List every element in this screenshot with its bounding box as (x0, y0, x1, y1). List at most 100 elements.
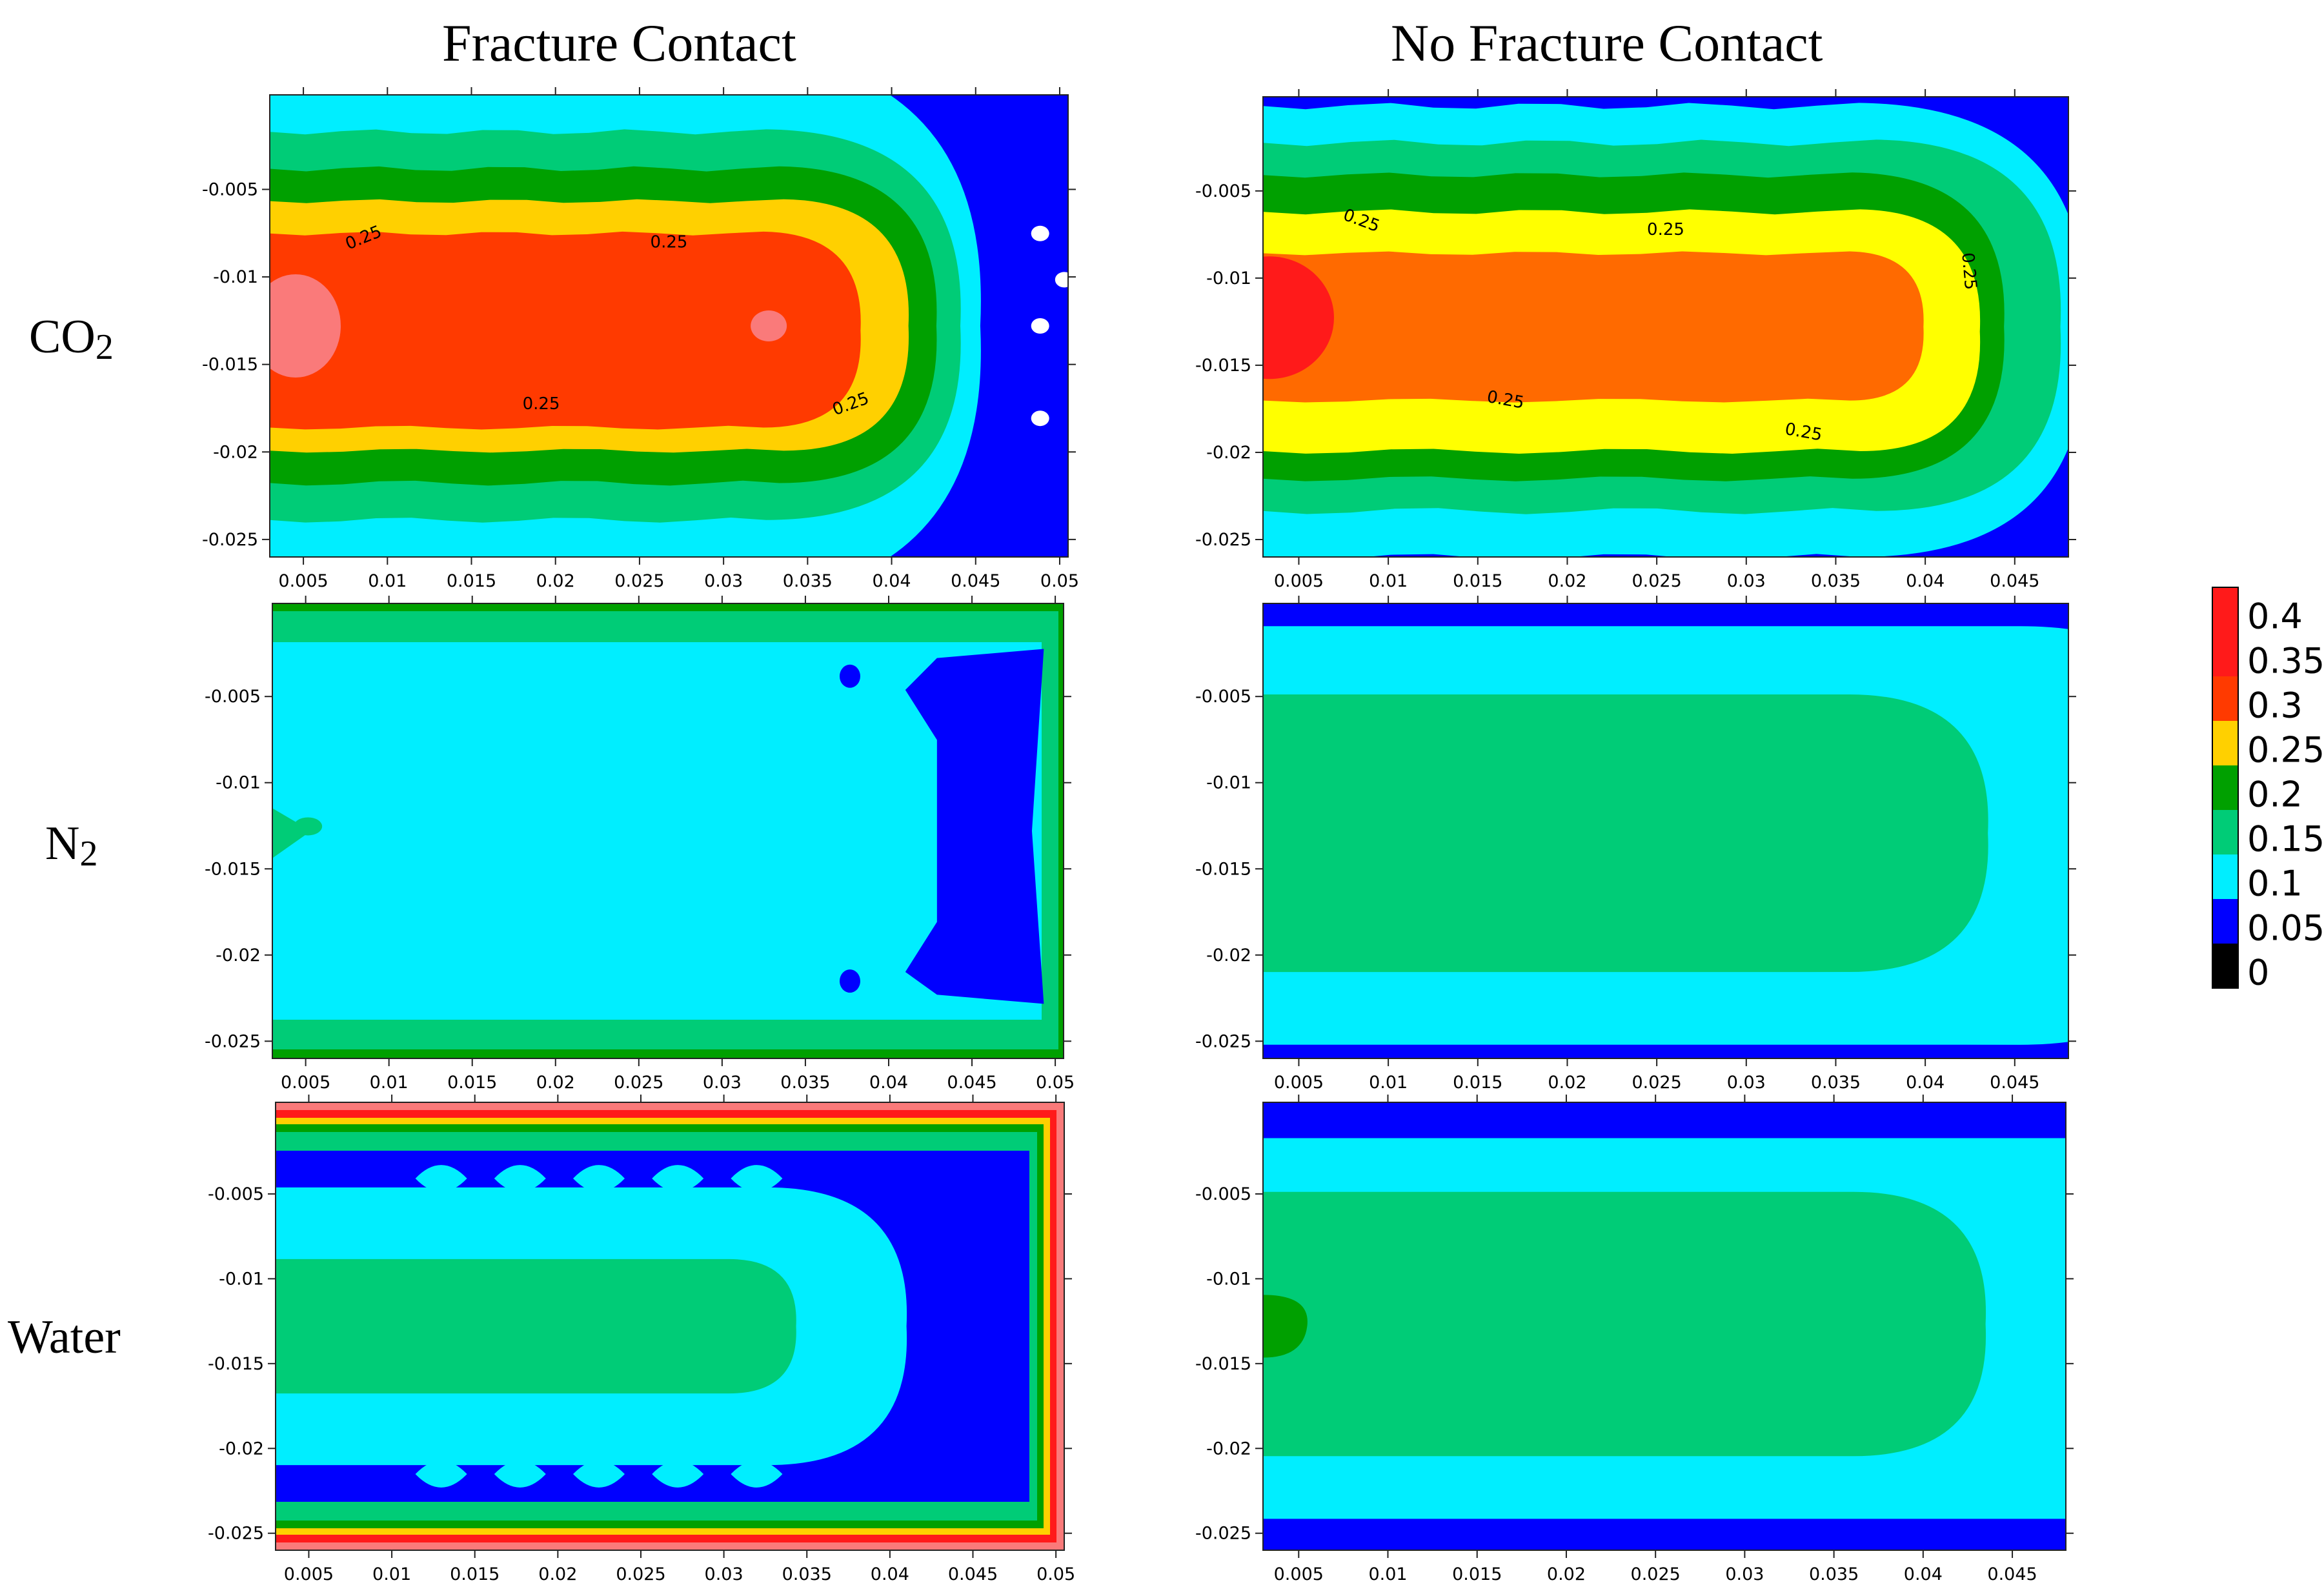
water-right-x-tick-label: 0.005 (1274, 1564, 1324, 1584)
colorbar-swatch (2212, 676, 2238, 721)
water-left-x-tick-label: 0.05 (1036, 1564, 1075, 1584)
colorbar-label: 0.4 (2247, 596, 2303, 636)
co2-right-band-030 (1263, 251, 1924, 403)
n2-right-plot-frame (1262, 603, 2069, 1059)
colorbar-label: 0.05 (2247, 907, 2324, 948)
n2-right-x-tick-label: 0.01 (1369, 1073, 1408, 1093)
co2-right-contour-label: 0.25 (1647, 220, 1684, 239)
water-left-x-tick-label: 0.01 (372, 1564, 411, 1584)
co2-left-y-tick-label: -0.015 (202, 355, 258, 375)
water-left-wave (494, 1461, 546, 1488)
co2-right-x-tick-label: 0.01 (1369, 571, 1408, 591)
water-right-y-tick-label: -0.02 (1206, 1439, 1251, 1459)
n2-left-contours (272, 603, 1064, 1058)
co2-left-y-tick-label: -0.01 (213, 267, 258, 287)
colorbar-label: 0.25 (2247, 729, 2324, 770)
water-left-y-tick-label: -0.02 (219, 1439, 264, 1459)
co2-left-x-tick-label: 0.04 (872, 571, 911, 591)
co2-right-x-tick-label: 0.025 (1632, 571, 1681, 591)
water-left-wave (731, 1165, 783, 1192)
water-right-x-tick-label: 0.035 (1809, 1564, 1859, 1584)
water-left-wave (415, 1461, 467, 1488)
co2-left-contours: 0.25 0.250.25 0.25 (270, 95, 1068, 557)
co2-left-peak-mid (751, 310, 787, 341)
n2-left-x-tick-label: 0.035 (780, 1073, 830, 1093)
water-left-x-tick-label: 0.045 (948, 1564, 998, 1584)
co2-right-x-tick-label: 0.045 (1990, 571, 2039, 591)
n2-left-x-tick-label: 0.02 (536, 1073, 575, 1093)
colorbar-label: 0.35 (2247, 640, 2324, 681)
n2-left-y-tick-label: -0.015 (205, 859, 261, 879)
water-left-y-tick-label: -0.005 (208, 1184, 264, 1204)
colorbar-swatch (2212, 854, 2238, 899)
co2-right-peak (1263, 256, 1334, 379)
n2-right-axes: -0.005 -0.01 -0.015 -0.02 -0.025 0.005 0.01 0.0… (1195, 596, 2076, 1093)
water-left-x-tick-label: 0.02 (538, 1564, 577, 1584)
n2-right-x-tick-label: 0.03 (1727, 1073, 1766, 1093)
fracture-contact-heading: Fracture Contact (442, 14, 796, 72)
n2-right-band-015 (1263, 694, 1988, 973)
n2-right-x-tick-label: 0.04 (1906, 1073, 1945, 1093)
n2-right-x-tick-label: 0.005 (1274, 1073, 1324, 1093)
colorbar-label: 0.1 (2247, 863, 2303, 904)
co2-left-y-tick-label: -0.005 (202, 179, 258, 199)
water-left-wave (652, 1165, 704, 1192)
co2-left-hole (1055, 272, 1068, 288)
co2-left-x-tick-label: 0.01 (368, 571, 407, 591)
co2-right-y-tick-label: -0.015 (1195, 356, 1251, 376)
water-right-x-tick-label: 0.025 (1631, 1564, 1681, 1584)
colorbar-swatch (2212, 765, 2238, 810)
water-right-y-tick-label: -0.01 (1206, 1269, 1251, 1289)
water-left-wave (652, 1461, 704, 1488)
co2-left-x-tick-label: 0.05 (1040, 571, 1079, 591)
n2-right-x-tick-label: 0.02 (1548, 1073, 1586, 1093)
n2-left-x-tick-label: 0.03 (703, 1073, 742, 1093)
colorbar-label: 0.15 (2247, 818, 2324, 859)
n2-left-x-tick-label: 0.025 (614, 1073, 663, 1093)
co2-left-axes: -0.005 -0.01 -0.015 -0.02 -0.025 0.005 0.01 0.0… (202, 87, 1079, 591)
n2-left-x-tick-label: 0.01 (370, 1073, 409, 1093)
water-left-y-tick-label: -0.015 (208, 1354, 264, 1374)
n2-left-x-tick-label: 0.015 (447, 1073, 497, 1093)
water-right-band-015 (1263, 1191, 1986, 1457)
colorbar-swatch (2212, 587, 2238, 632)
water-left-wave (731, 1461, 783, 1488)
n2-right-x-tick-label: 0.035 (1811, 1073, 1861, 1093)
water-left-plot-frame (275, 1102, 1065, 1551)
n2-left-low-zone (905, 649, 1044, 1004)
colorbar-frame (2212, 587, 2239, 989)
water-left-x-tick-label: 0.04 (871, 1564, 909, 1584)
co2-left-plot-frame (269, 94, 1069, 558)
n2-right-y-tick-label: -0.015 (1195, 859, 1251, 879)
n2-right-y-tick-label: -0.01 (1206, 773, 1251, 793)
n2-left-inlet-spot (294, 817, 323, 836)
colorbar-swatch (2212, 899, 2238, 944)
co2-left-y-tick-label: -0.02 (213, 442, 258, 462)
water-left-x-tick-label: 0.005 (284, 1564, 334, 1584)
co2-right-contours: 0.25 0.250.250.250.25 (1263, 97, 2068, 557)
n2-left-x-tick-label: 0.04 (869, 1073, 908, 1093)
water-left-wave (573, 1165, 625, 1192)
n2-left-axes: -0.005 -0.01 -0.015 -0.02 -0.025 0.005 0.01 0.0… (205, 596, 1075, 1093)
co2-left-x-tick-label: 0.005 (278, 571, 328, 591)
co2-right-y-tick-label: -0.01 (1206, 268, 1251, 288)
n2-right-x-tick-label: 0.015 (1453, 1073, 1502, 1093)
water-left-x-tick-label: 0.015 (450, 1564, 500, 1584)
water-right-axes: -0.005 -0.01 -0.015 -0.02 -0.025 0.005 0.01 0.0… (1195, 1095, 2074, 1584)
water-left-contours (276, 1102, 1064, 1550)
co2-left-contour-label: 0.25 (651, 232, 688, 252)
co2-left-peak-inlet (270, 274, 341, 378)
co2-right-x-tick-label: 0.02 (1548, 571, 1586, 591)
co2-left-x-tick-label: 0.045 (951, 571, 1000, 591)
water-left-y-tick-label: -0.025 (208, 1524, 264, 1544)
co2-right-plot-frame (1262, 96, 2069, 558)
colorbar-swatch (2212, 810, 2238, 854)
n2-right-y-tick-label: -0.025 (1195, 1031, 1251, 1051)
co2-right-axes: -0.005 -0.01 -0.015 -0.02 -0.025 0.005 0.01 0.0… (1195, 89, 2076, 591)
co2-right-y-tick-label: -0.005 (1195, 181, 1251, 201)
water-right-y-tick-label: -0.005 (1195, 1184, 1251, 1204)
water-right-contours (1263, 1102, 2066, 1550)
water-right-x-tick-label: 0.015 (1452, 1564, 1502, 1584)
co2-right-x-tick-label: 0.04 (1906, 571, 1945, 591)
n2-left-y-tick-label: -0.005 (205, 687, 261, 707)
